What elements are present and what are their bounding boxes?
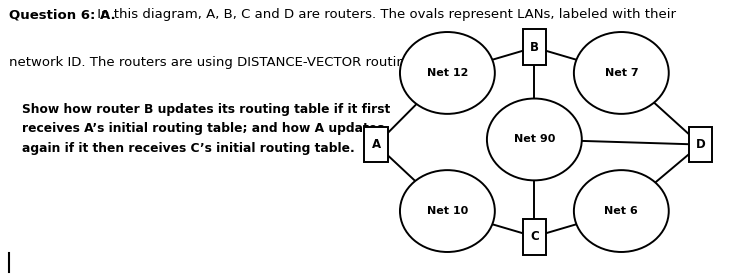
- Ellipse shape: [574, 32, 669, 114]
- Text: A: A: [372, 138, 381, 151]
- Text: In this diagram, A, B, C and D are routers. The ovals represent LANs, labeled wi: In this diagram, A, B, C and D are route…: [93, 8, 676, 21]
- FancyBboxPatch shape: [689, 127, 712, 162]
- Text: Net 90: Net 90: [514, 135, 555, 145]
- Text: Question 6: A.: Question 6: A.: [9, 8, 116, 21]
- Ellipse shape: [400, 170, 495, 252]
- Ellipse shape: [487, 98, 582, 180]
- Text: C: C: [530, 230, 539, 243]
- Text: Net 7: Net 7: [605, 68, 638, 78]
- FancyBboxPatch shape: [523, 29, 546, 65]
- Ellipse shape: [400, 32, 495, 114]
- Text: Net 12: Net 12: [427, 68, 468, 78]
- Text: D: D: [695, 138, 705, 151]
- Text: B: B: [530, 41, 539, 54]
- Text: Net 6: Net 6: [605, 206, 638, 216]
- Text: Net 10: Net 10: [427, 206, 468, 216]
- FancyBboxPatch shape: [523, 219, 546, 255]
- FancyBboxPatch shape: [365, 127, 388, 162]
- Ellipse shape: [574, 170, 669, 252]
- Text: network ID. The routers are using DISTANCE-VECTOR routing.: network ID. The routers are using DISTAN…: [9, 56, 417, 69]
- Text: Show how router B updates its routing table if it first
receives A’s initial rou: Show how router B updates its routing ta…: [22, 103, 390, 155]
